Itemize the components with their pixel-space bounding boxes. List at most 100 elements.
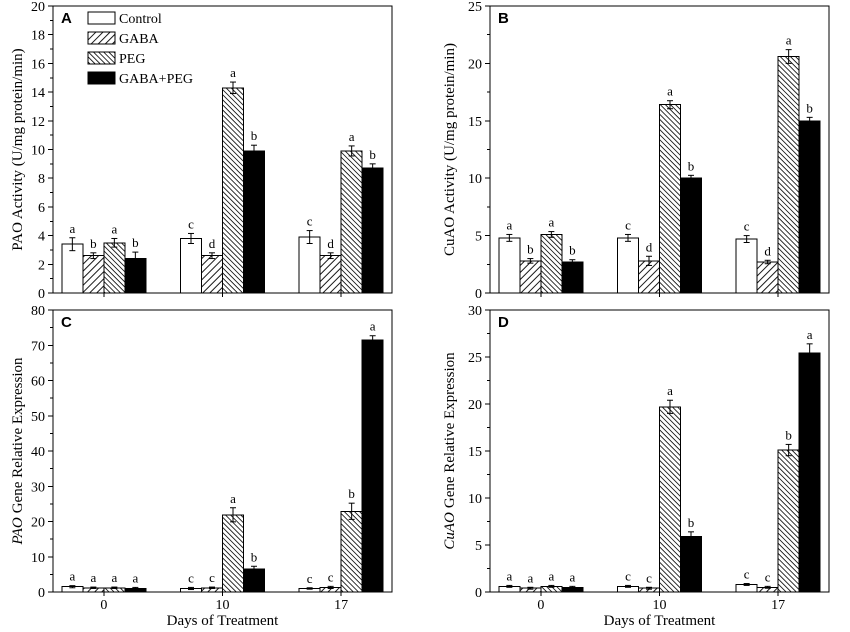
significance-letter: b [688, 158, 695, 173]
error-bar [569, 585, 576, 589]
error-bar [506, 233, 513, 242]
y-tick-label: 8 [38, 172, 45, 187]
significance-letter: a [786, 33, 792, 48]
bar-peg-group-2 [222, 87, 244, 294]
y-tick-label: 10 [468, 172, 482, 187]
y-tick-label: 20 [31, 516, 45, 531]
legend-item-gaba-peg: GABA+PEG [87, 71, 193, 87]
significance-letter: c [625, 568, 631, 583]
significance-letter: c [188, 570, 194, 585]
bar-control-group-3 [298, 236, 321, 294]
y-tick-label: 20 [31, 0, 45, 15]
error-bar [327, 585, 334, 589]
y-tick-label: 0 [38, 586, 45, 601]
significance-letter: d [646, 239, 653, 254]
significance-letter: a [69, 221, 75, 236]
y-tick-label: 2 [38, 258, 45, 273]
error-bar [806, 343, 813, 364]
y-axis-title: CuAO Activity (U/mg protein/min) [442, 43, 458, 256]
bar-gaba-group-1 [82, 255, 105, 294]
significance-letter: b [527, 242, 534, 257]
y-axis-title-text: CuAO Activity (U/mg protein/min) [442, 43, 458, 256]
y-tick-label: 5 [475, 230, 482, 245]
bar-peg-group-2 [659, 406, 681, 593]
y-tick-label: 80 [31, 304, 45, 319]
significance-letter: d [764, 243, 771, 258]
x-tick-label: 0 [100, 598, 107, 613]
x-axis: 0 10 17 Days of Treatment [537, 592, 785, 629]
x-axis [103, 293, 342, 297]
significance-letter: b [688, 515, 695, 530]
x-tick-label: 17 [334, 598, 348, 613]
bar-gaba-peg-group-2 [243, 150, 265, 294]
y-tick-label: 25 [468, 351, 482, 366]
significance-letter: c [646, 570, 652, 585]
y-axis: 0 10 20 30 40 50 60 70 80 [31, 304, 53, 601]
error-bar [688, 174, 694, 182]
y-axis-title-text: PAO Activity (U/mg protein/min) [10, 48, 26, 250]
error-bar [667, 100, 673, 110]
x-axis [540, 293, 779, 297]
legend-swatch [87, 31, 116, 45]
bar-peg-group-3 [777, 56, 800, 294]
bar-gaba-peg-group-3 [798, 120, 821, 294]
y-tick-label: 18 [31, 29, 45, 44]
error-bar [69, 237, 76, 252]
legend-swatch [87, 51, 116, 65]
y-tick-label: 10 [31, 551, 45, 566]
significance-letter: c [744, 567, 750, 582]
bar-control-group-3 [735, 238, 758, 294]
error-bar [230, 81, 236, 95]
error-bar [785, 49, 792, 64]
significance-letter: a [69, 569, 75, 584]
significance-letter: a [230, 491, 236, 506]
significance-letter: c [328, 569, 334, 584]
y-axis-title-gene: PAO [10, 517, 26, 545]
legend-swatch [87, 71, 116, 85]
y-tick-label: 50 [31, 410, 45, 425]
error-bar [688, 531, 694, 542]
significance-letter: a [370, 319, 376, 334]
error-bar [251, 144, 257, 158]
y-tick-label: 0 [475, 586, 482, 601]
bar-control-group-1 [498, 237, 521, 294]
error-bar [548, 231, 555, 238]
bar-gaba-peg-group-2 [243, 568, 265, 593]
panel-letter: D [498, 314, 509, 331]
significance-letter: a [230, 65, 236, 80]
y-tick-label: 0 [38, 287, 45, 302]
x-tick-label: 0 [537, 598, 544, 613]
y-tick-label: 6 [38, 201, 45, 216]
y-tick-label: 12 [31, 115, 45, 130]
significance-letter: a [111, 221, 117, 236]
significance-letter: a [569, 569, 575, 584]
bar-control-group-1 [61, 243, 84, 294]
significance-letter: b [251, 128, 258, 143]
significance-letter: c [765, 569, 771, 584]
error-bar [764, 259, 771, 265]
error-bar [132, 586, 139, 591]
error-bar [90, 252, 97, 260]
legend-swatch [87, 11, 116, 25]
y-axis-title: PAO Activity (U/mg protein/min) [10, 48, 26, 250]
error-bar [188, 586, 194, 591]
x-axis-title: Days of Treatment [604, 613, 716, 629]
significance-letter: b [569, 243, 576, 258]
error-bar [90, 586, 97, 589]
significance-letter: a [548, 568, 554, 583]
x-axis-title: Days of Treatment [167, 613, 279, 629]
error-bar [548, 584, 555, 588]
y-tick-label: 25 [468, 0, 482, 15]
y-tick-label: 10 [31, 144, 45, 159]
y-tick-label: 40 [31, 445, 45, 460]
error-bar [743, 235, 750, 243]
significance-letter: a [527, 570, 533, 585]
y-tick-label: 10 [468, 492, 482, 507]
significance-letter: a [90, 570, 96, 585]
error-bar [111, 237, 118, 248]
significance-letter: a [807, 327, 813, 342]
